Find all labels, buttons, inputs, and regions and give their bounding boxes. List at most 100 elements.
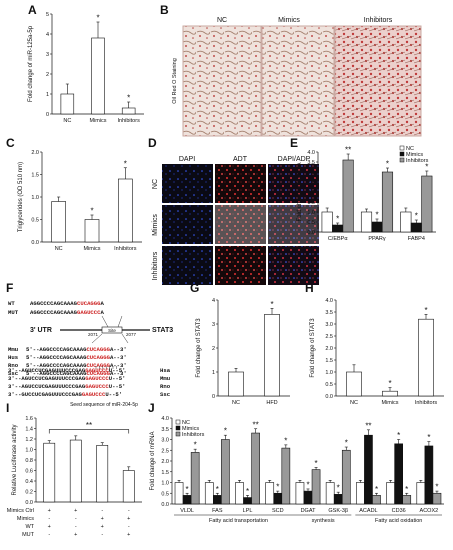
legend-swatch bbox=[175, 425, 181, 431]
legend-label: Inhibitors bbox=[406, 158, 429, 164]
luc-row-label: Mimics Ctrl bbox=[7, 508, 34, 514]
bar bbox=[356, 482, 365, 505]
f-species-alignment: Mmu 5'--AGGCCCCAGCAAAGCUCAGGGA--3' Hus 5'--… bbox=[8, 346, 127, 377]
d-header-adt: ADT bbox=[233, 156, 248, 163]
b-image-nc bbox=[182, 25, 262, 137]
significance-mark: * bbox=[375, 485, 378, 494]
bar bbox=[400, 211, 412, 233]
panel-letter-f: F bbox=[6, 281, 13, 295]
bar bbox=[333, 494, 343, 505]
significance-mark: * bbox=[424, 306, 427, 315]
y-tick-label: 3.0 bbox=[161, 438, 169, 444]
category-label: Mimics bbox=[89, 118, 106, 124]
y-tick-label: 2.5 bbox=[325, 334, 333, 340]
f-site-label: Site bbox=[108, 328, 116, 333]
d-image-mimics-adt bbox=[215, 205, 266, 244]
category-label: Inhibitors bbox=[415, 400, 438, 406]
luc-row-label: Mimics bbox=[17, 516, 34, 522]
b-image-mimics bbox=[261, 25, 335, 137]
category-label: Inhibitors bbox=[114, 246, 137, 252]
significance-mark: * bbox=[270, 300, 273, 309]
bar bbox=[416, 482, 426, 505]
y-tick-label: 1.5 bbox=[161, 470, 169, 476]
y-axis-label: Fold change of miR-125a-5p bbox=[28, 25, 34, 102]
y-tick-label: 2 bbox=[46, 72, 49, 78]
significance-mark: * bbox=[337, 484, 340, 493]
y-axis-label: Fold change of mRNA bbox=[150, 431, 156, 490]
bar bbox=[360, 211, 373, 233]
category-label: SCD bbox=[272, 508, 284, 514]
d-image-inhibitors-merge bbox=[268, 246, 319, 285]
panel-letter-g: G bbox=[190, 281, 199, 295]
f-species-seq-2: 5'--AGGCCCCAGCAAAGCUCAGGGA--3' bbox=[26, 362, 127, 369]
significance-mark: * bbox=[415, 212, 418, 221]
d-header-dapi: DAPI bbox=[179, 156, 195, 163]
category-label: C/EBPα bbox=[328, 236, 349, 242]
y-tick-label: 0.5 bbox=[325, 382, 333, 388]
bar bbox=[221, 439, 230, 505]
y-tick-label: 3.5 bbox=[307, 160, 315, 166]
f-site-box bbox=[101, 326, 123, 334]
significance-mark: * bbox=[405, 485, 408, 494]
y-axis-label: Fold change of STAT3 bbox=[310, 318, 316, 378]
significance-mark: * bbox=[375, 211, 378, 220]
category-label: Mimics bbox=[381, 400, 398, 406]
category-label: DGAT bbox=[301, 508, 317, 514]
panel-letter-c: C bbox=[6, 136, 15, 150]
significance-mark: * bbox=[314, 459, 317, 468]
f-gene-label: STAT3 bbox=[152, 327, 173, 334]
y-tick-label: 0.4 bbox=[25, 479, 33, 485]
panel-f: WT AGGCCCCAGCAAAGCUCAGGGA MUT AGGCCCCAGC… bbox=[8, 300, 173, 408]
category-label: NC bbox=[232, 400, 240, 406]
f-mir-seq-3: 3'--GUCCUCGAGUUUCCCGAGGAGUCCCU--5' bbox=[8, 391, 122, 398]
bar bbox=[325, 482, 335, 505]
y-tick-label: 3 bbox=[46, 52, 49, 58]
bar bbox=[418, 318, 434, 397]
luc-row-mark: - bbox=[101, 532, 103, 538]
f-species-name-1: Hus bbox=[8, 354, 19, 361]
significance-mark: * bbox=[96, 14, 99, 23]
panel-letter-j: J bbox=[148, 401, 155, 415]
d-image-inhibitors-adt bbox=[215, 246, 266, 285]
significance-mark: * bbox=[124, 159, 127, 168]
y-tick-label: 4.0 bbox=[307, 150, 315, 156]
chart-a: 0 1 2 3 4 5 Fold change of miR-125a-5p NC * Mimic… bbox=[28, 12, 144, 124]
category-label: NC bbox=[63, 118, 71, 124]
bar bbox=[410, 222, 422, 233]
f-wt-label: WT bbox=[8, 300, 15, 307]
luc-row-mark: - bbox=[75, 524, 77, 530]
d-image-inhibitors-dapi bbox=[162, 246, 213, 285]
legend-swatch bbox=[175, 419, 181, 425]
significance-mark: * bbox=[425, 163, 428, 172]
y-tick-label: 3.0 bbox=[307, 170, 315, 176]
b-image-inhibitors bbox=[334, 25, 422, 137]
y-tick-label: 0.0 bbox=[307, 230, 315, 236]
category-label: GSK-3β bbox=[328, 508, 348, 514]
category-label: VLDL bbox=[180, 508, 194, 514]
y-tick-label: 1.6 bbox=[25, 416, 33, 422]
panel-d: DAPI ADT DAPI/ADP NC Mimics Inhibitors bbox=[152, 156, 319, 285]
y-tick-label: 0.2 bbox=[25, 490, 33, 496]
bar bbox=[303, 490, 313, 505]
bar bbox=[273, 492, 283, 505]
b-header-inhibitors: Inhibitors bbox=[364, 17, 393, 24]
f-mir-species-0: Hsa bbox=[160, 367, 171, 374]
group-label-synthesis: synthesis bbox=[312, 518, 335, 524]
y-tick-label: 2.5 bbox=[307, 180, 315, 186]
significance-mark: * bbox=[276, 483, 279, 492]
d-row-nc: NC bbox=[152, 179, 159, 189]
bar bbox=[432, 492, 442, 505]
y-tick-label: 1.0 bbox=[307, 210, 315, 216]
significance-mark: * bbox=[224, 427, 227, 436]
f-mir-species-3: Ssc bbox=[160, 391, 171, 398]
f-mut-seq: AGGCCCCAGCAAAGGAGUCCCA bbox=[30, 309, 105, 316]
legend-label: Mimics bbox=[406, 152, 423, 158]
bar bbox=[91, 37, 105, 115]
category-label: CD36 bbox=[392, 508, 406, 514]
bar bbox=[190, 452, 200, 505]
significance-mark: * bbox=[90, 207, 93, 216]
f-seed-label: Seed sequence of miR-204-5p bbox=[70, 402, 138, 408]
f-mir-seq-0: 3'--AGUCCUCGAGUUUCCCGAGGAGUCCCU--5' bbox=[8, 367, 126, 374]
y-tick-label: 1.0 bbox=[31, 195, 39, 201]
category-label: FAS bbox=[212, 508, 223, 514]
